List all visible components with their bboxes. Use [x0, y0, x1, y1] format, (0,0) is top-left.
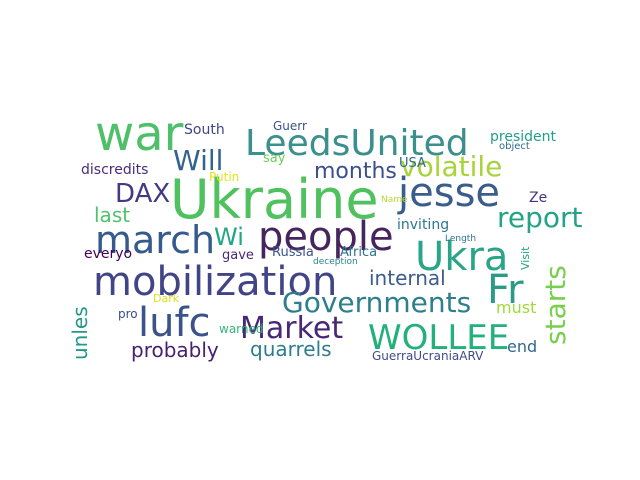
cloud-word-president: president [490, 129, 557, 145]
cloud-word-name: Name [381, 195, 408, 205]
cloud-word-ze: Ze [529, 190, 547, 206]
cloud-word-wi: Wi [214, 223, 244, 251]
cloud-word-africa: Africa [340, 245, 377, 260]
cloud-word-pro: pro [118, 307, 138, 321]
cloud-word-volatile: volatile [400, 150, 502, 183]
cloud-word-putin: Putin [209, 170, 239, 184]
cloud-word-people: people [258, 214, 394, 260]
cloud-word-last: last [94, 203, 130, 227]
cloud-word-internal: internal [369, 266, 446, 290]
cloud-word-march: march [95, 218, 215, 262]
cloud-word-leedsunited: LeedsUnited [245, 123, 469, 164]
cloud-word-warned: warned [219, 322, 264, 336]
cloud-word-dax: DAX [115, 179, 170, 209]
cloud-word-market: Market [240, 311, 343, 346]
cloud-word-russia: Russia [272, 245, 314, 260]
cloud-word-unles: unles [68, 306, 92, 360]
cloud-word-months: months [314, 159, 397, 184]
cloud-word-governments: Governments [282, 286, 471, 319]
cloud-word-end: end [507, 337, 537, 356]
cloud-word-say: say [263, 151, 286, 166]
cloud-word-war: war [95, 106, 184, 162]
cloud-word-gave: gave [222, 248, 254, 263]
cloud-word-south: South [184, 122, 225, 138]
cloud-word-guerr: Guerr [273, 119, 307, 133]
cloud-word-discredits: discredits [81, 162, 148, 178]
cloud-word-dark: Dark [153, 292, 180, 305]
cloud-word-guerraucraniaarv: GuerraUcraniaARV [372, 349, 484, 363]
cloud-word-deception: deception [313, 257, 358, 267]
cloud-word-will: Will [173, 144, 223, 177]
cloud-word-ukra: Ukra [415, 234, 508, 280]
cloud-word-length: Length [445, 234, 476, 244]
cloud-word-fr: Fr [487, 267, 524, 313]
cloud-word-starts: starts [539, 265, 572, 345]
cloud-word-mobilization: mobilization [93, 259, 337, 305]
cloud-word-inviting: inviting [397, 217, 449, 233]
cloud-word-must: must [496, 298, 536, 317]
cloud-word-object: object [499, 141, 530, 152]
cloud-word-jesse: jesse [397, 170, 500, 216]
cloud-word-everyo: everyo [84, 246, 132, 262]
cloud-word-usa: USA [399, 156, 426, 171]
cloud-word-lufc: lufc [138, 300, 211, 346]
cloud-word-quarrels: quarrels [250, 337, 332, 361]
cloud-word-probably: probably [131, 338, 219, 362]
cloud-word-wollee: WOLLEE [368, 318, 509, 358]
cloud-word-report: report [497, 201, 583, 234]
cloud-word-visit: Visit [519, 246, 532, 270]
cloud-word-ukraine: Ukraine [170, 168, 379, 231]
